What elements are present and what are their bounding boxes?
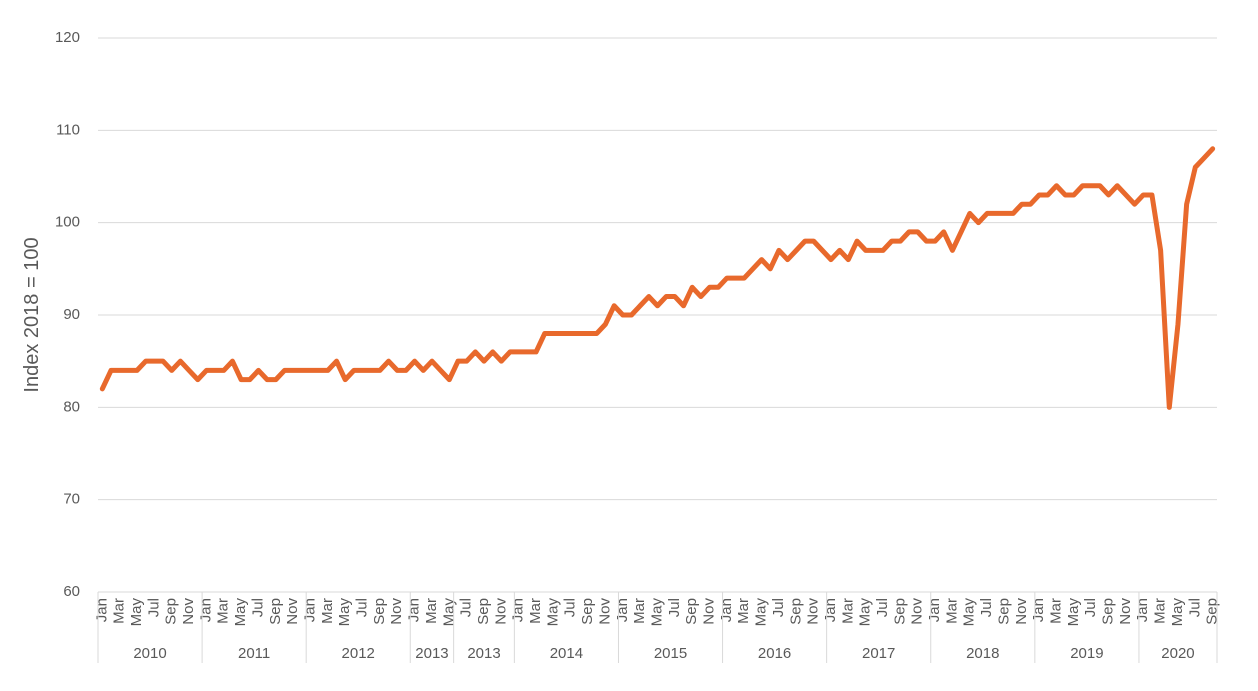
year-label: 2016	[758, 645, 791, 662]
y-tick-label: 110	[56, 121, 80, 138]
x-tick-label: Jan	[822, 598, 839, 622]
year-label: 2019	[1070, 645, 1103, 662]
x-tick-label: May	[544, 598, 561, 627]
x-tick-label: Jul	[874, 598, 891, 617]
x-tick-label: Mar	[631, 598, 648, 624]
x-tick-label: Jan	[926, 598, 943, 622]
year-label: 2010	[133, 645, 166, 662]
x-tick-label: May	[336, 598, 353, 627]
x-tick-label: Mar	[319, 598, 336, 624]
x-tick-label: May	[440, 598, 457, 627]
x-tick-label: Mar	[1047, 598, 1064, 624]
x-tick-label: Jan	[1030, 598, 1047, 622]
x-tick-label: Jul	[1082, 598, 1099, 617]
year-label: 2014	[550, 645, 583, 662]
x-tick-label: Sep	[1204, 598, 1221, 625]
x-tick-label: Mar	[423, 598, 440, 624]
year-label: 2018	[966, 645, 999, 662]
year-label: 2012	[342, 645, 375, 662]
x-tick-label: Sep	[995, 598, 1012, 625]
x-tick-label: Jul	[458, 598, 475, 617]
x-tick-label: Nov	[805, 598, 822, 625]
x-tick-label: May	[961, 598, 978, 627]
x-tick-label: Nov	[180, 598, 197, 625]
x-tick-label: Sep	[787, 598, 804, 625]
x-tick-label: Mar	[215, 598, 232, 624]
x-tick-label: Sep	[579, 598, 596, 625]
y-tick-label: 120	[55, 29, 80, 46]
x-tick-label: Nov	[284, 598, 301, 625]
year-label: 2011	[238, 645, 270, 662]
x-tick-label: May	[232, 598, 249, 627]
x-tick-label: Sep	[1100, 598, 1117, 625]
x-tick-label: Jan	[1134, 598, 1151, 622]
x-tick-label: Nov	[1117, 598, 1134, 625]
x-tick-label: Mar	[111, 598, 128, 624]
y-tick-label: 100	[55, 214, 80, 231]
x-tick-label: Jul	[770, 598, 787, 617]
x-tick-label: Sep	[163, 598, 180, 625]
x-tick-label: Jul	[145, 598, 162, 617]
x-tick-label: Sep	[267, 598, 284, 625]
x-tick-label: Mar	[1152, 598, 1169, 624]
year-label: 2013	[467, 645, 500, 662]
year-label: 2020	[1161, 645, 1194, 662]
x-tick-label: Nov	[701, 598, 718, 625]
x-tick-label: Jan	[406, 598, 423, 622]
x-tick-label: Jan	[718, 598, 735, 622]
x-tick-label: May	[753, 598, 770, 627]
x-tick-label: Jul	[978, 598, 995, 617]
y-tick-label: 90	[63, 306, 80, 323]
x-tick-label: Mar	[735, 598, 752, 624]
x-tick-label: Nov	[909, 598, 926, 625]
y-axis-label: Index 2018 = 100	[21, 237, 43, 392]
x-tick-label: Nov	[596, 598, 613, 625]
x-tick-label: Jan	[197, 598, 214, 622]
x-tick-label: May	[648, 598, 665, 627]
x-tick-label: Sep	[683, 598, 700, 625]
y-tick-label: 60	[63, 583, 80, 600]
x-tick-label: Mar	[839, 598, 856, 624]
x-tick-label: May	[128, 598, 145, 627]
x-tick-label: Jan	[614, 598, 631, 622]
x-tick-label: Sep	[891, 598, 908, 625]
x-tick-label: Mar	[527, 598, 544, 624]
x-tick-label: Jul	[562, 598, 579, 617]
x-tick-label: Jul	[666, 598, 683, 617]
x-tick-label: Sep	[371, 598, 388, 625]
x-tick-label: Mar	[943, 598, 960, 624]
x-tick-label: May	[857, 598, 874, 627]
x-tick-label: Nov	[388, 598, 405, 625]
x-tick-label: May	[1065, 598, 1082, 627]
x-tick-label: May	[1169, 598, 1186, 627]
y-tick-label: 70	[63, 491, 80, 508]
x-tick-label: Nov	[492, 598, 509, 625]
x-tick-label: Sep	[475, 598, 492, 625]
year-label: 2015	[654, 645, 687, 662]
data-line	[99, 146, 1216, 410]
x-tick-label: Jul	[354, 598, 371, 617]
x-tick-label: Jul	[1186, 598, 1203, 617]
x-tick-label: Jul	[249, 598, 266, 617]
year-label: 2017	[862, 645, 895, 662]
x-tick-label: Jan	[510, 598, 527, 622]
x-tick-label: Jan	[301, 598, 318, 622]
year-label: 2013	[415, 645, 448, 662]
x-tick-label: Nov	[1013, 598, 1030, 625]
x-tick-label: Jan	[93, 598, 110, 622]
y-tick-label: 80	[63, 398, 80, 415]
